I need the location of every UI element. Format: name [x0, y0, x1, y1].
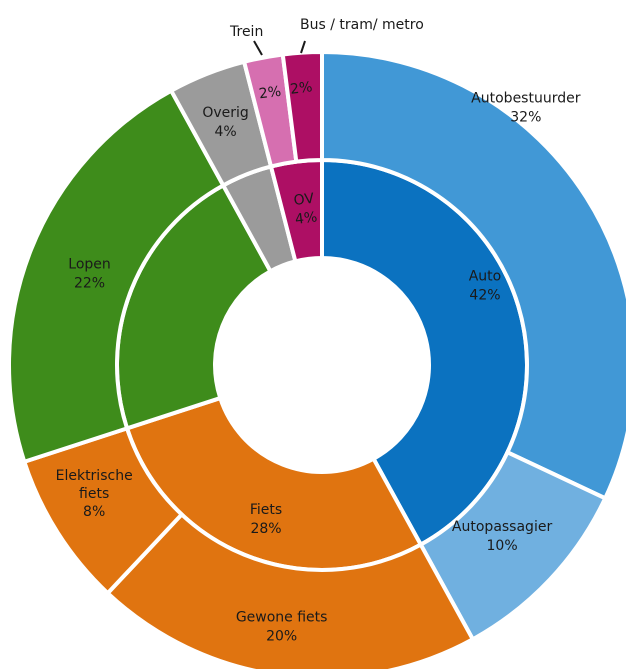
leader-line-bus-tram-metro [300, 40, 306, 54]
inner-label-auto: Auto 42% [469, 269, 502, 304]
leader-line-trein [253, 40, 263, 56]
outer-label-bus-tram-metro: Bus / tram/ metro [300, 17, 424, 33]
outer-value-bus: 2% [289, 79, 313, 98]
outer-label-autobestuurder: Autobestuurder 32% [471, 90, 581, 125]
inner-label-fiets: Fiets 28% [250, 502, 282, 537]
outer-value-trein: 2% [258, 84, 282, 103]
labels-layer: Auto 42% Fiets 28% OV4% Autobestuurder 32% Auto… [56, 17, 581, 644]
inner-label-ov: OV4% [292, 191, 318, 228]
outer-slice-gewone-fiets [104, 511, 476, 669]
slices-layer [7, 49, 626, 669]
outer-label-elektrische-fiets: Elektrische fiets 8% [56, 468, 133, 520]
outer-slice-bus-tram-metro [280, 49, 324, 164]
outer-label-gewone-fiets: Gewone fiets 20% [236, 609, 328, 644]
outer-label-lopen: Lopen 22% [68, 256, 111, 291]
outer-label-trein: Trein [229, 24, 263, 40]
outer-label-overig: Overig 4% [202, 105, 248, 140]
outer-slice-lopen [7, 87, 226, 465]
outer-slice-autobestuurder [320, 49, 626, 501]
outer-label-autopassagier: Autopassagier 10% [452, 519, 553, 554]
